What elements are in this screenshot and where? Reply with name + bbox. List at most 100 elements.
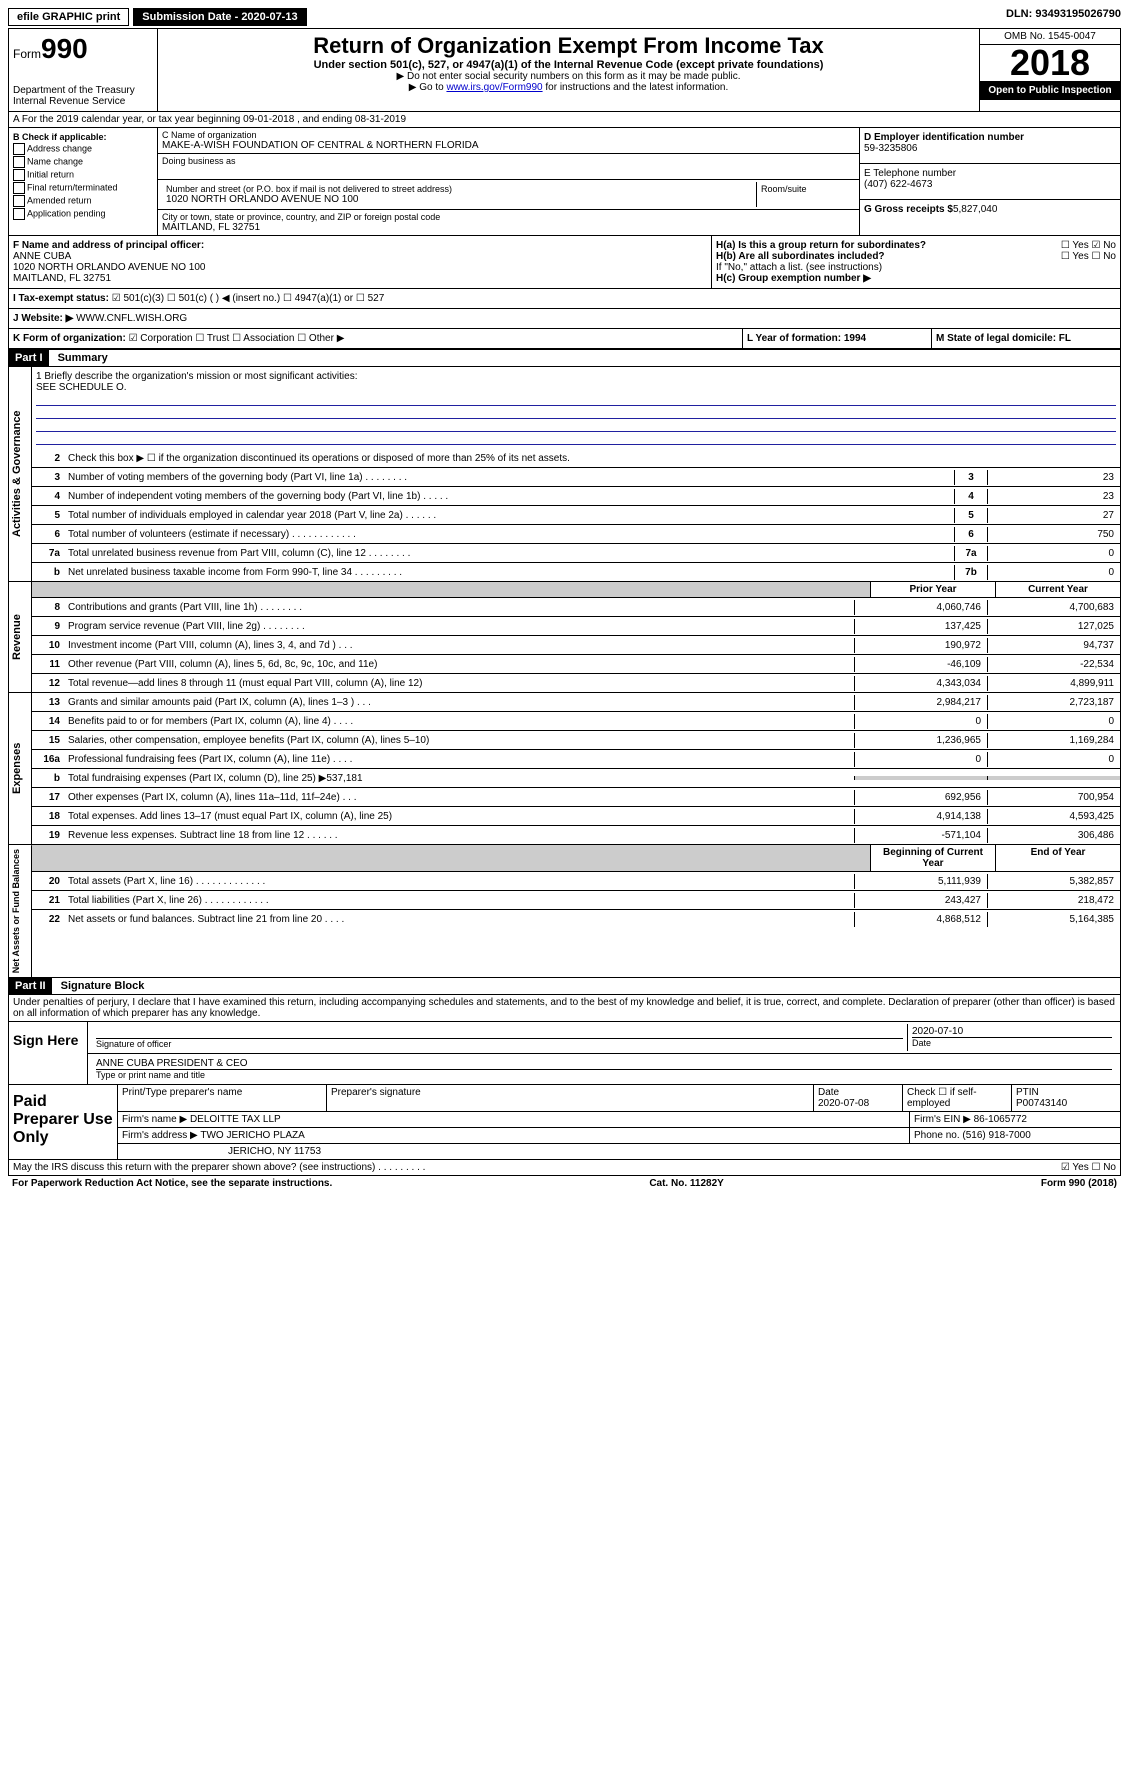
part1-expenses: Expenses 13Grants and similar amounts pa… [8,693,1121,845]
officer-name: ANNE CUBA PRESIDENT & CEO [96,1058,1112,1069]
org-name-row: C Name of organization MAKE-A-WISH FOUND… [158,128,859,154]
col-end-year: End of Year [995,845,1120,871]
cb-name-change[interactable]: Name change [13,156,153,168]
tax-year: 2018 [980,45,1120,81]
group-return: H(a) Is this a group return for subordin… [712,236,1120,288]
row-j-website: J Website: ▶ WWW.CNFL.WISH.ORG [8,309,1121,329]
cb-initial-return[interactable]: Initial return [13,169,153,181]
cb-final-return[interactable]: Final return/terminated [13,182,153,194]
side-revenue: Revenue [9,582,32,692]
line-16a: 16aProfessional fundraising fees (Part I… [32,750,1120,769]
org-name: MAKE-A-WISH FOUNDATION OF CENTRAL & NORT… [162,140,855,151]
form-title: Return of Organization Exempt From Incom… [162,33,975,59]
part1-governance: Activities & Governance 1 Briefly descri… [8,367,1121,582]
row-i-tax-status: I Tax-exempt status: ☑ 501(c)(3) ☐ 501(c… [8,289,1121,309]
line-19: 19Revenue less expenses. Subtract line 1… [32,826,1120,844]
line-22: 22Net assets or fund balances. Subtract … [32,910,1120,928]
part2-header-row: Part II Signature Block [8,978,1121,995]
ptin: P00743140 [1016,1098,1067,1109]
irs-link[interactable]: www.irs.gov/Form990 [446,82,542,93]
firm-phone: (516) 918-7000 [962,1130,1030,1141]
net-header: Beginning of Current Year End of Year [32,845,1120,872]
ein-cell: D Employer identification number 59-3235… [860,128,1120,164]
header-right: OMB No. 1545-0047 2018 Open to Public In… [979,29,1120,111]
ein-value: 59-3235806 [864,143,1116,154]
sign-date: 2020-07-10 [912,1026,1112,1037]
line-6: 6Total number of volunteers (estimate if… [32,525,1120,544]
col-cde: C Name of organization MAKE-A-WISH FOUND… [158,128,859,235]
submission-date-button[interactable]: Submission Date - 2020-07-13 [133,8,306,26]
part1-header-row: Part I Summary [8,349,1121,367]
efile-button[interactable]: efile GRAPHIC print [8,8,129,26]
form-note1: ▶ Do not enter social security numbers o… [162,71,975,82]
line-18: 18Total expenses. Add lines 13–17 (must … [32,807,1120,826]
line-21: 21Total liabilities (Part X, line 26) . … [32,891,1120,910]
firm-name: DELOITTE TAX LLP [190,1114,281,1125]
part1-title: Summary [52,350,114,366]
org-city: MAITLAND, FL 32751 [162,222,855,233]
footer-final: For Paperwork Reduction Act Notice, see … [8,1176,1121,1191]
line-20: 20Total assets (Part X, line 16) . . . .… [32,872,1120,891]
sign-here-label: Sign Here [9,1022,88,1084]
paid-label: Paid Preparer Use Only [9,1085,118,1159]
line-14: 14Benefits paid to or for members (Part … [32,712,1120,731]
part1-netassets: Net Assets or Fund Balances Beginning of… [8,845,1121,978]
irs-label: Internal Revenue Service [13,96,153,107]
line-3: 3Number of voting members of the governi… [32,468,1120,487]
mission-text: SEE SCHEDULE O. [36,382,1116,393]
line-5: 5Total number of individuals employed in… [32,506,1120,525]
firm-ein: 86-1065772 [974,1114,1027,1125]
open-public-badge: Open to Public Inspection [980,81,1120,100]
form-number: 990 [41,33,88,64]
form-prefix: Form [13,47,41,61]
line-9: 9Program service revenue (Part VIII, lin… [32,617,1120,636]
cb-application-pending[interactable]: Application pending [13,208,153,220]
line-b: bTotal fundraising expenses (Part IX, co… [32,769,1120,788]
part1-revenue: Revenue Prior Year Current Year 8Contrib… [8,582,1121,693]
part1-label: Part I [9,350,49,366]
addr-row: Number and street (or P.O. box if mail i… [158,180,859,210]
dept-treasury: Department of the Treasury [13,85,153,96]
perjury-block: Under penalties of perjury, I declare th… [8,995,1121,1022]
side-expenses: Expenses [9,693,32,844]
side-netassets: Net Assets or Fund Balances [9,845,32,977]
cb-amended-return[interactable]: Amended return [13,195,153,207]
phone-cell: E Telephone number (407) 622-4673 [860,164,1120,200]
side-governance: Activities & Governance [9,367,32,581]
part2-title: Signature Block [55,978,151,994]
org-address: 1020 NORTH ORLANDO AVENUE NO 100 [166,194,752,205]
paid-preparer-block: Paid Preparer Use Only Print/Type prepar… [8,1085,1121,1160]
perjury-text: Under penalties of perjury, I declare th… [9,995,1120,1021]
discuss-yn: ☑ Yes ☐ No [1061,1162,1116,1173]
header-left: Form990 Department of the Treasury Inter… [9,29,158,111]
line-b: bNet unrelated business taxable income f… [32,563,1120,581]
col-b-checkboxes: B Check if applicable: Address change Na… [9,128,158,235]
phone-value: (407) 622-4673 [864,179,1116,190]
col-b-title: B Check if applicable: [13,132,153,142]
line-17: 17Other expenses (Part IX, column (A), l… [32,788,1120,807]
form-subtitle: Under section 501(c), 527, or 4947(a)(1)… [162,59,975,71]
top-left-buttons: efile GRAPHIC print Submission Date - 20… [8,8,307,26]
line-2: 2 Check this box ▶ ☐ if the organization… [32,449,1120,468]
discuss-row: May the IRS discuss this return with the… [8,1160,1121,1176]
line-4: 4Number of independent voting members of… [32,487,1120,506]
prep-date: 2020-07-08 [818,1098,869,1109]
website-value: WWW.CNFL.WISH.ORG [76,313,187,324]
line-10: 10Investment income (Part VIII, column (… [32,636,1120,655]
sign-here-block: Sign Here Signature of officer 2020-07-1… [8,1022,1121,1085]
cb-address-change[interactable]: Address change [13,143,153,155]
gross-receipts-value: 5,827,040 [953,204,998,215]
col-begin-year: Beginning of Current Year [870,845,995,871]
col-right: D Employer identification number 59-3235… [859,128,1120,235]
row-a-tax-year: A For the 2019 calendar year, or tax yea… [8,112,1121,128]
col-prior-year: Prior Year [870,582,995,597]
city-row: City or town, state or province, country… [158,210,859,235]
rev-header: Prior Year Current Year [32,582,1120,598]
col-current-year: Current Year [995,582,1120,597]
line-15: 15Salaries, other compensation, employee… [32,731,1120,750]
firm-addr2: JERICHO, NY 11753 [118,1144,1120,1159]
top-bar: efile GRAPHIC print Submission Date - 20… [8,8,1121,26]
gross-receipts-cell: G Gross receipts $5,827,040 [860,200,1120,235]
line-11: 11Other revenue (Part VIII, column (A), … [32,655,1120,674]
header-center: Return of Organization Exempt From Incom… [158,29,979,111]
